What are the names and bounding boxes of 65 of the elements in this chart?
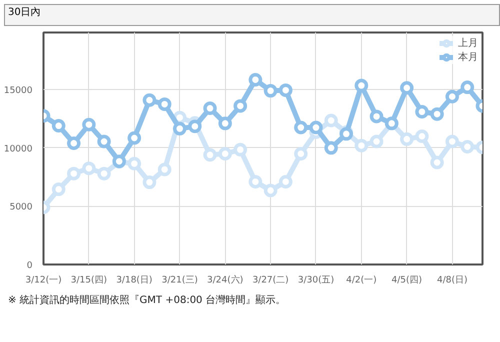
- x-tick-label: 3/18(日): [116, 276, 152, 286]
- point: [67, 136, 81, 150]
- point: [158, 97, 172, 111]
- x-tick-label: 3/21(三): [162, 276, 198, 286]
- point: [188, 120, 202, 134]
- point: [370, 134, 384, 148]
- point: [82, 162, 96, 176]
- y-tick-label: 15000: [4, 86, 33, 96]
- point: [52, 182, 66, 196]
- point: [324, 114, 338, 128]
- point: [67, 166, 81, 180]
- point: [400, 132, 414, 146]
- point: [203, 102, 217, 116]
- x-tick-label: 3/12(一): [25, 276, 62, 286]
- legend-label: 上月: [458, 36, 478, 50]
- x-tick-label: 3/30(五): [298, 276, 334, 286]
- y-tick-label: 10000: [4, 144, 33, 154]
- point: [203, 148, 217, 162]
- point: [97, 134, 111, 148]
- y-tick-label: 0: [26, 261, 33, 271]
- point: [234, 142, 248, 156]
- x-tick-label: 4/8(日): [436, 276, 468, 286]
- point: [294, 147, 308, 160]
- point: [234, 99, 248, 113]
- point: [142, 176, 156, 190]
- point: [415, 130, 429, 143]
- point: [218, 116, 232, 130]
- point: [294, 120, 308, 134]
- point: [354, 78, 368, 92]
- x-tick-label: 3/27(二): [252, 276, 289, 286]
- point: [309, 120, 323, 134]
- point: [248, 174, 262, 188]
- point: [218, 147, 232, 160]
- point: [52, 119, 66, 133]
- point: [264, 184, 278, 198]
- point: [97, 166, 111, 180]
- point: [445, 134, 459, 148]
- point: [82, 118, 96, 132]
- point: [430, 107, 444, 121]
- x-tick-label: 3/24(六): [207, 274, 244, 286]
- x-tick-label: 3/15(四): [70, 276, 108, 286]
- point: [128, 131, 142, 145]
- point: [354, 138, 368, 152]
- point: [158, 162, 172, 176]
- x-tick-label: 4/2(一): [346, 276, 377, 286]
- point: [430, 156, 444, 170]
- y-tick-label: 5000: [10, 202, 33, 213]
- point: [248, 72, 262, 86]
- point: [460, 80, 474, 94]
- point: [278, 83, 292, 97]
- point: [278, 174, 292, 188]
- point: [400, 81, 414, 95]
- point: [370, 110, 384, 124]
- point: [172, 122, 186, 136]
- point: [460, 140, 474, 154]
- point: [324, 141, 338, 155]
- text: 30日內: [8, 6, 41, 20]
- point: [445, 90, 459, 104]
- text: ※ 統計資訊的時間區間依照『GMT +08:00 台灣時間』顯示。: [8, 294, 286, 308]
- point: [415, 105, 429, 119]
- legend-label: 本月: [458, 50, 478, 64]
- point: [128, 156, 142, 170]
- point: [142, 93, 156, 107]
- x-tick-label: 4/5(四): [392, 276, 422, 286]
- point: [264, 84, 278, 98]
